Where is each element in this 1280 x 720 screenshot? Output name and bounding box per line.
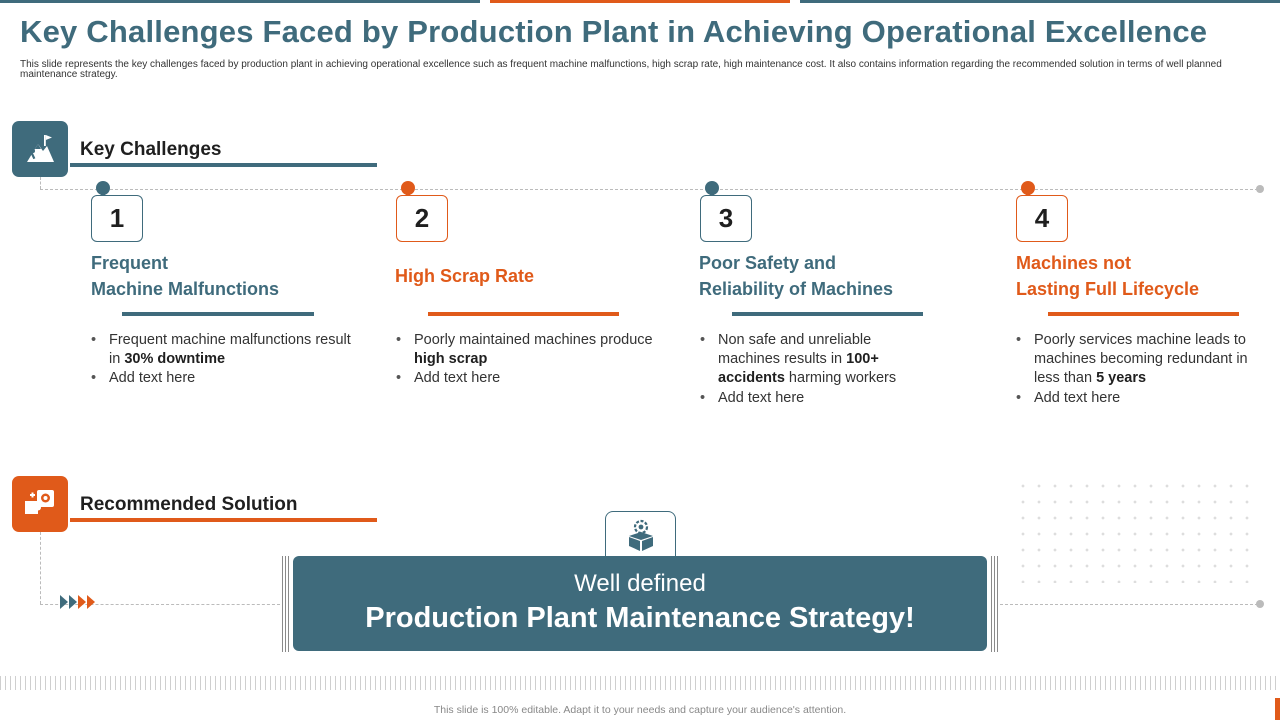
mountain-climber-icon [12, 121, 68, 177]
bullet-item: Add text here [1016, 389, 1256, 408]
challenge-bullets: Non safe and unreliable machines results… [700, 331, 930, 408]
bullet-item: Poorly maintained machines produce high … [396, 331, 658, 369]
recommended-solution-heading: Recommended Solution [80, 494, 298, 515]
challenge-bullets: Frequent machine malfunctions result in … [91, 331, 353, 388]
challenge-title-line1: Frequent [91, 253, 169, 273]
challenge-title-line1: High Scrap Rate [395, 266, 535, 286]
footer-accent [1275, 698, 1280, 720]
chevron-arrows-icon [60, 595, 96, 609]
timeline-line [40, 189, 1258, 190]
solution-right-hatch [991, 556, 1000, 652]
timeline-pin [401, 181, 415, 198]
bullet-item: Add text here [396, 369, 658, 388]
slide-title: Key Challenges Faced by Production Plant… [20, 14, 1208, 49]
challenge-number: 1 [91, 195, 143, 242]
challenge-number: 2 [396, 195, 448, 242]
bullet-item: Add text here [700, 389, 930, 408]
top-accent-bar-center [490, 0, 790, 3]
challenge-number: 4 [1016, 195, 1068, 242]
bullet-item: Frequent machine malfunctions result in … [91, 331, 353, 369]
challenge-bullets: Poorly maintained machines produce high … [396, 331, 658, 388]
footer-text: This slide is 100% editable. Adapt it to… [433, 704, 847, 716]
gear-box-icon [605, 511, 676, 558]
bullet-item: Poorly services machine leads to machine… [1016, 331, 1256, 388]
key-challenges-underline [70, 163, 377, 167]
bullet-item: Add text here [91, 369, 353, 388]
connector-vertical [40, 177, 41, 189]
solution-left-hatch [282, 556, 291, 652]
solution-line-right [1000, 604, 1258, 605]
solution-line-left [40, 604, 280, 605]
bullet-item: Non safe and unreliable machines results… [700, 331, 930, 388]
challenge-underline [122, 312, 314, 316]
challenge-bullets: Poorly services machine leads to machine… [1016, 331, 1256, 408]
challenge-title-line2: Reliability of Machines [699, 279, 894, 299]
top-accent-bar-left [0, 0, 480, 3]
timeline-pin [96, 181, 110, 198]
timeline-end-dot [1256, 185, 1264, 193]
solution-line-end-dot [1256, 600, 1264, 608]
timeline-pin [1021, 181, 1035, 198]
challenge-title-line2: Machine Malfunctions [91, 279, 280, 299]
challenge-title-line1: Machines not [1016, 253, 1132, 273]
challenge-underline [428, 312, 619, 316]
solution-line1: Well defined [574, 570, 706, 597]
top-accent-bar-right [800, 0, 1280, 3]
slide-subtitle: This slide represents the key challenges… [20, 59, 1222, 80]
challenge-title-line1: Poor Safety and [699, 253, 837, 273]
challenge-underline [732, 312, 923, 316]
footer-stripe [0, 676, 1280, 690]
puzzle-idea-icon [12, 476, 68, 532]
connector-vertical [40, 532, 41, 604]
solution-line2: Production Plant Maintenance Strategy! [365, 602, 915, 634]
challenge-underline [1048, 312, 1239, 316]
key-challenges-heading: Key Challenges [80, 139, 222, 160]
timeline-pin [705, 181, 719, 198]
solution-banner: Well defined Production Plant Maintenanc… [293, 556, 987, 651]
challenge-title-line2: Lasting Full Lifecycle [1016, 279, 1200, 299]
challenge-number: 3 [700, 195, 752, 242]
decorative-dot-pattern [1015, 478, 1260, 583]
recommended-solution-underline [70, 518, 377, 522]
